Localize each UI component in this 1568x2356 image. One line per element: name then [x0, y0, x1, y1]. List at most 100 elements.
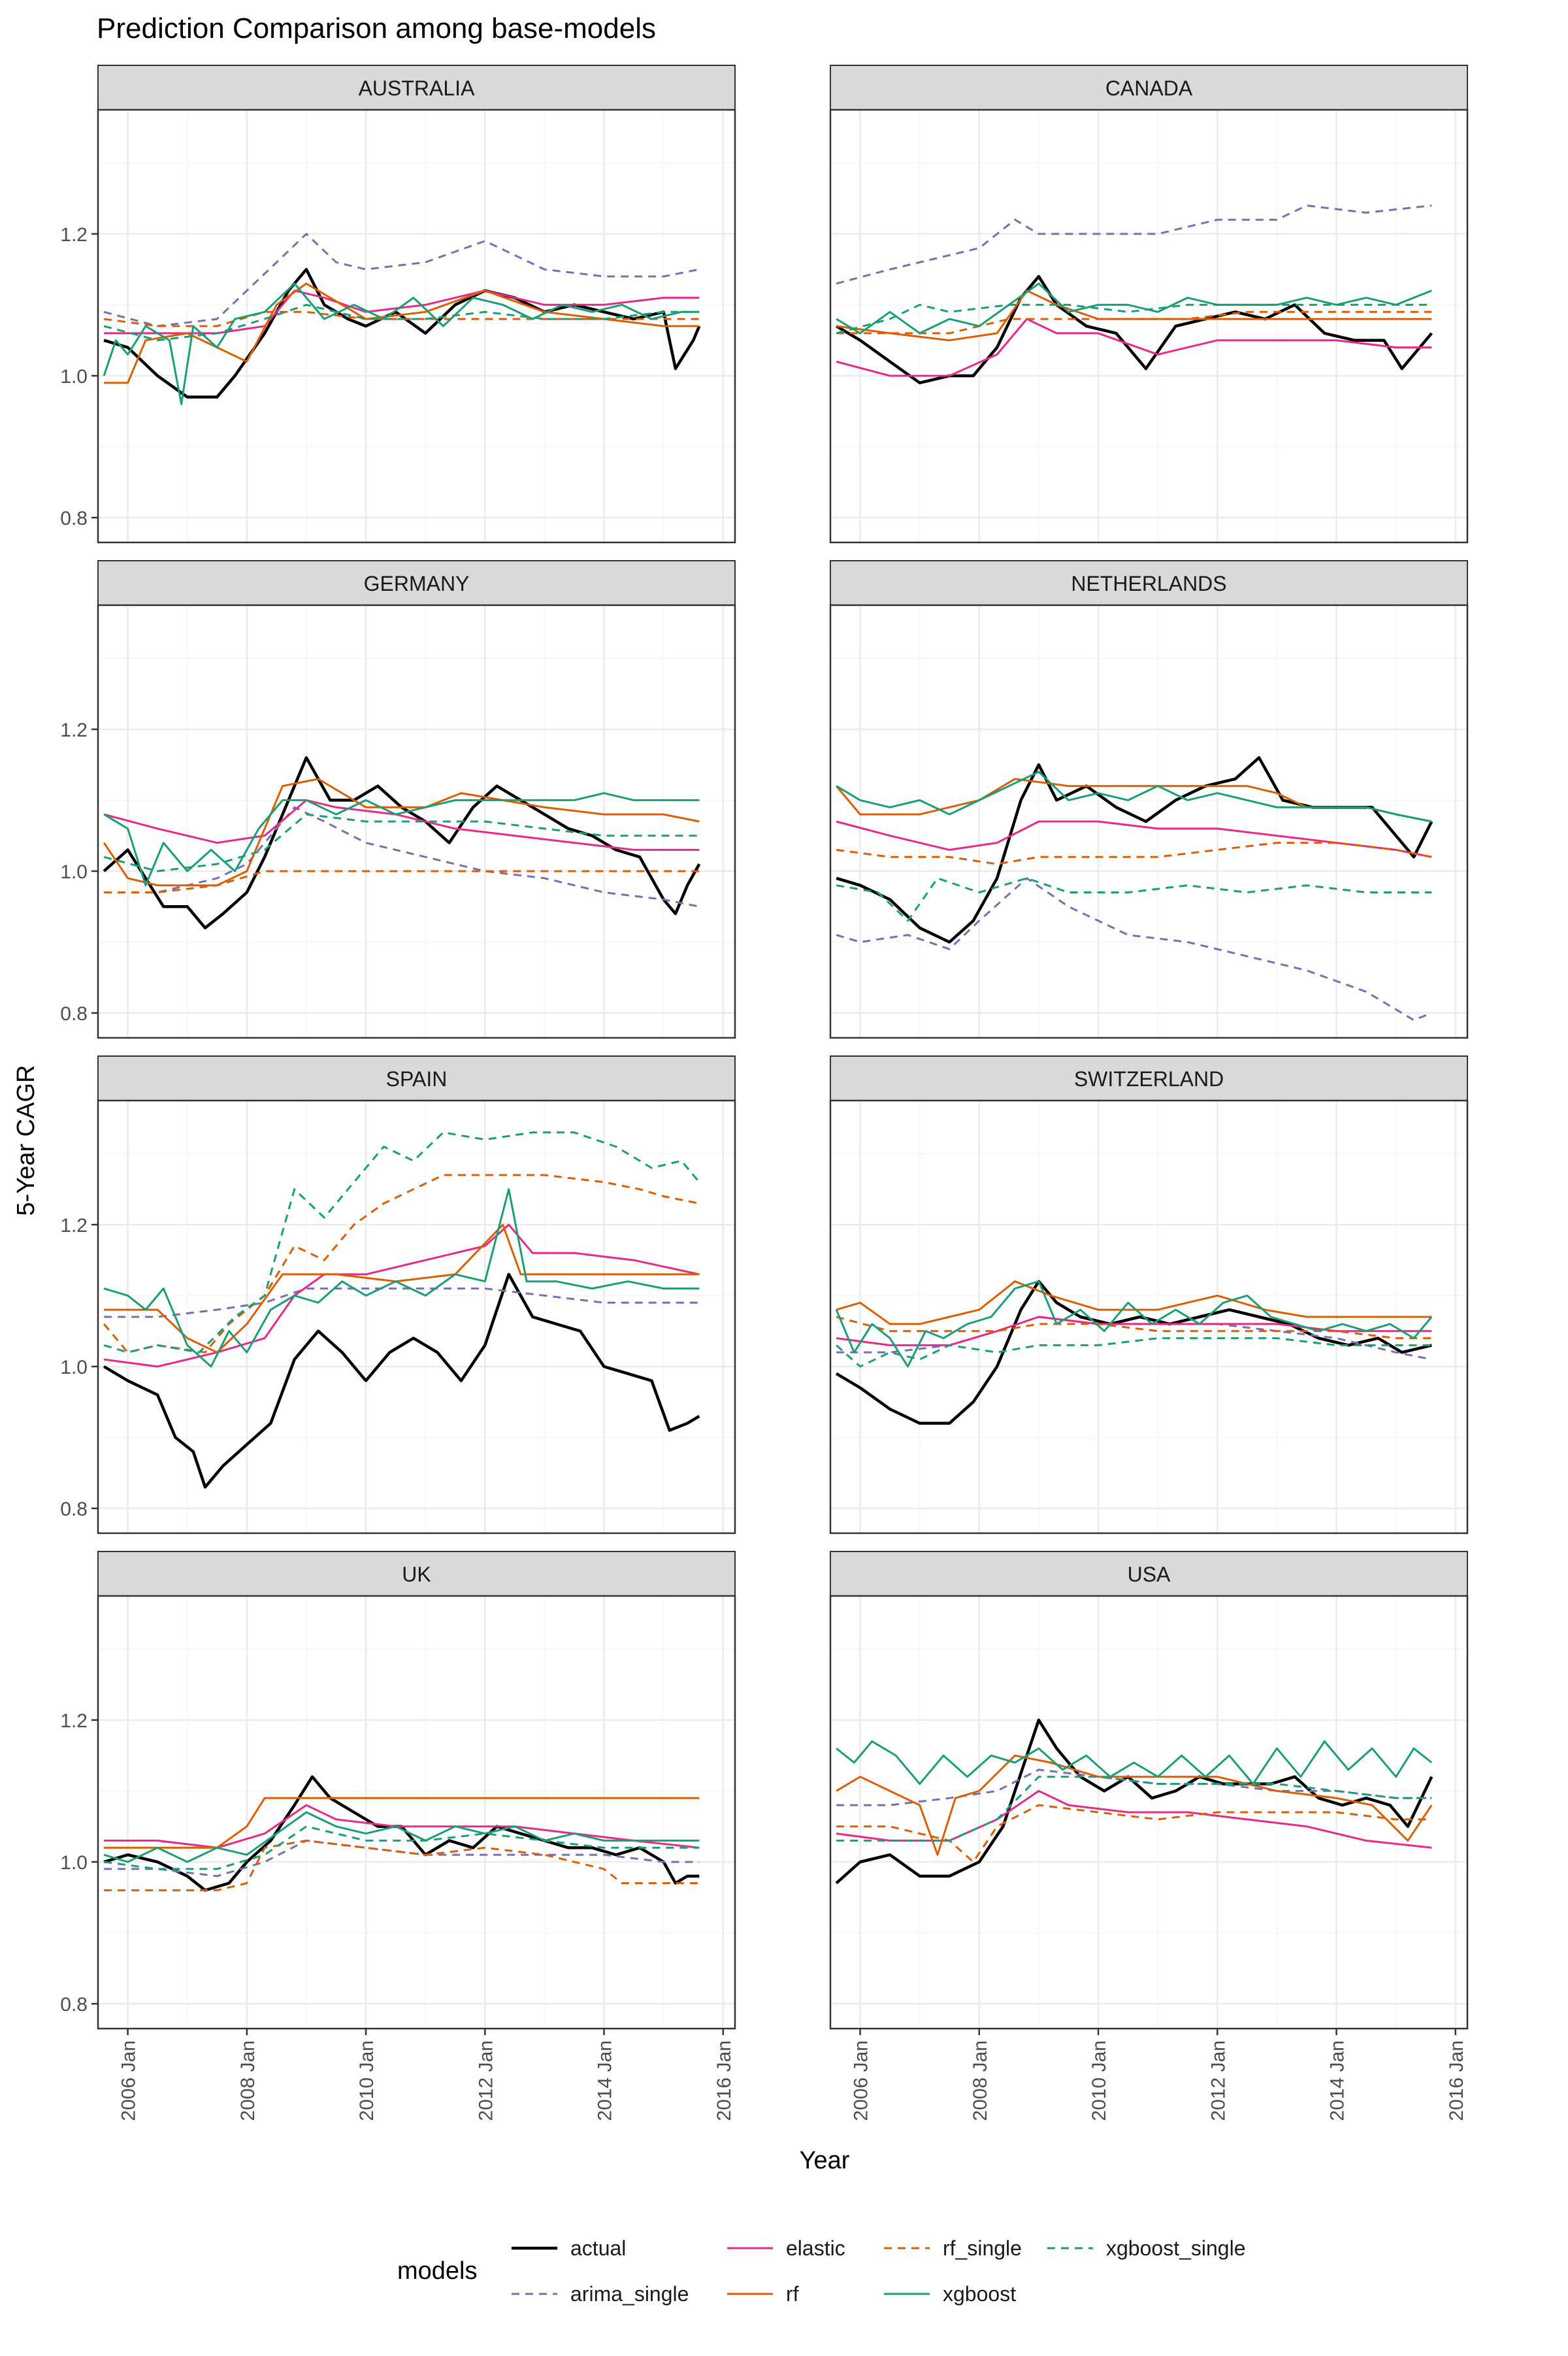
panel-canada: CANADA	[829, 65, 1469, 544]
legend-entry-arima-single: arima_single	[512, 2282, 689, 2306]
facet-strip	[97, 1055, 736, 1101]
legend-entry-elastic: elastic	[727, 2236, 845, 2260]
panel-background	[830, 605, 1467, 1038]
facet-label: CANADA	[1105, 76, 1193, 100]
facet-strip	[97, 1551, 736, 1597]
series-line-arima-single	[836, 1768, 1432, 1806]
y-tick-label: 0.8	[60, 508, 88, 529]
series-line-rf	[836, 1280, 1432, 1325]
facet-strip	[97, 65, 736, 110]
series-line-elastic	[836, 1316, 1432, 1346]
series-line-xgboost-single	[103, 813, 700, 872]
series-line-elastic	[836, 318, 1432, 377]
series-line-arima-single	[836, 1316, 1432, 1361]
facet-label: USA	[1128, 1563, 1171, 1586]
facet-label: GERMANY	[364, 572, 470, 595]
panel-germany: GERMANY 0.8 1.0 1.2	[60, 560, 736, 1039]
series-line-rf	[104, 282, 700, 384]
y-tick-label: 1.0	[60, 366, 88, 388]
x-tick-label: 2008 Jan	[970, 2040, 991, 2121]
series-line-arima-single	[104, 806, 700, 908]
series-lines	[103, 1775, 700, 1892]
series-line-rf-single	[104, 1839, 700, 1891]
series-line-xgboost	[836, 282, 1432, 335]
facet-label: SWITZERLAND	[1074, 1067, 1224, 1091]
series-line-xgboost-single	[836, 1337, 1432, 1368]
legend-label: xgboost	[943, 2282, 1016, 2306]
series-line-rf-single	[104, 870, 700, 893]
x-tick-label: 2006 Jan	[118, 2040, 140, 2121]
series-line-actual	[103, 267, 701, 399]
x-tick-label: 2014 Jan	[1327, 2040, 1348, 2121]
facet-label: AUSTRALIA	[359, 76, 475, 100]
chart-title: Prediction Comparison among base-models	[97, 12, 656, 44]
x-axis-label: Year	[800, 2147, 850, 2174]
gridlines	[98, 1101, 735, 1533]
series-line-elastic	[103, 1223, 700, 1368]
panel-border	[829, 1595, 1469, 2030]
series-line-actual	[103, 1272, 700, 1489]
y-axis-label: 5-Year CAGR	[12, 1065, 40, 1216]
series-line-rf-single	[836, 310, 1432, 335]
y-tick-label: 1.2	[60, 224, 88, 246]
series-lines	[103, 1131, 700, 1489]
series-line-xgboost-single	[836, 1776, 1432, 1842]
panel-border	[829, 604, 1469, 1039]
series-line-xgboost	[103, 1188, 700, 1368]
series-line-actual	[835, 1718, 1433, 1885]
series-line-rf	[836, 1754, 1433, 1856]
series-lines	[103, 233, 701, 405]
panel-background	[830, 110, 1467, 542]
series-line-rf-single	[836, 842, 1432, 865]
legend-label: elastic	[786, 2236, 845, 2260]
panel-border	[829, 1099, 1469, 1535]
legend-label: rf	[786, 2282, 799, 2306]
facet-label: UK	[402, 1563, 431, 1586]
series-line-rf	[104, 1223, 700, 1353]
series-line-arima-single	[836, 205, 1432, 285]
y-tick-label: 1.0	[60, 1357, 88, 1378]
series-lines	[835, 756, 1433, 1021]
x-tick-label: 2010 Jan	[356, 2040, 378, 2121]
legend-entry-actual: actual	[512, 2236, 626, 2260]
panel-netherlands: NETHERLANDS	[829, 560, 1469, 1039]
series-line-xgboost	[836, 1740, 1433, 1785]
legend-label: xgboost_single	[1106, 2236, 1245, 2260]
x-tick-label: 2016 Jan	[1446, 2040, 1467, 2121]
legend-entry-rf: rf	[727, 2282, 799, 2306]
series-line-xgboost	[103, 1811, 700, 1863]
series-line-xgboost-single	[103, 1131, 700, 1353]
y-tick-label: 0.8	[60, 1003, 88, 1025]
x-tick-label: 2010 Jan	[1088, 2040, 1110, 2121]
x-tick-label: 2008 Jan	[237, 2040, 259, 2121]
y-tick-label: 1.2	[60, 1710, 88, 1732]
legend-entry-rf-single: rf_single	[884, 2236, 1022, 2260]
x-tick-label: 2016 Jan	[713, 2040, 735, 2121]
series-line-xgboost	[836, 771, 1432, 823]
facet-strip	[830, 560, 1468, 606]
legend-label: actual	[570, 2236, 626, 2260]
series-lines	[103, 756, 701, 930]
facet-label: SPAIN	[386, 1067, 448, 1091]
series-line-rf-single	[103, 310, 700, 327]
series-line-arima-single	[104, 1287, 700, 1318]
panel-usa: USA 2006 Jan 2008 Jan 2010 Jan 2012 Jan 2014 …	[829, 1551, 1469, 2121]
x-tick-label: 2012 Jan	[1207, 2040, 1229, 2121]
facet-strip	[830, 1055, 1468, 1101]
y-tick-label: 1.2	[60, 1215, 88, 1236]
panel-border	[97, 604, 736, 1039]
legend-title: models	[397, 2257, 478, 2285]
legend-label: rf_single	[943, 2236, 1022, 2260]
y-tick-label: 1.2	[60, 720, 88, 741]
x-tick-label: 2012 Jan	[475, 2040, 497, 2121]
panel-background	[98, 1596, 735, 2029]
facet-strip	[830, 1551, 1468, 1597]
series-line-xgboost	[835, 1280, 1433, 1368]
panel-border	[97, 1595, 736, 2030]
series-line-rf-single	[103, 1174, 700, 1353]
gridlines	[98, 1596, 735, 2029]
series-line-arima-single	[836, 877, 1432, 1021]
series-line-xgboost-single	[103, 1825, 700, 1870]
facet-panels: AUSTRALIA 0.8 1.0 1.2 CANADA GERMANY 0.8 1.0 1.2…	[60, 65, 1469, 2121]
